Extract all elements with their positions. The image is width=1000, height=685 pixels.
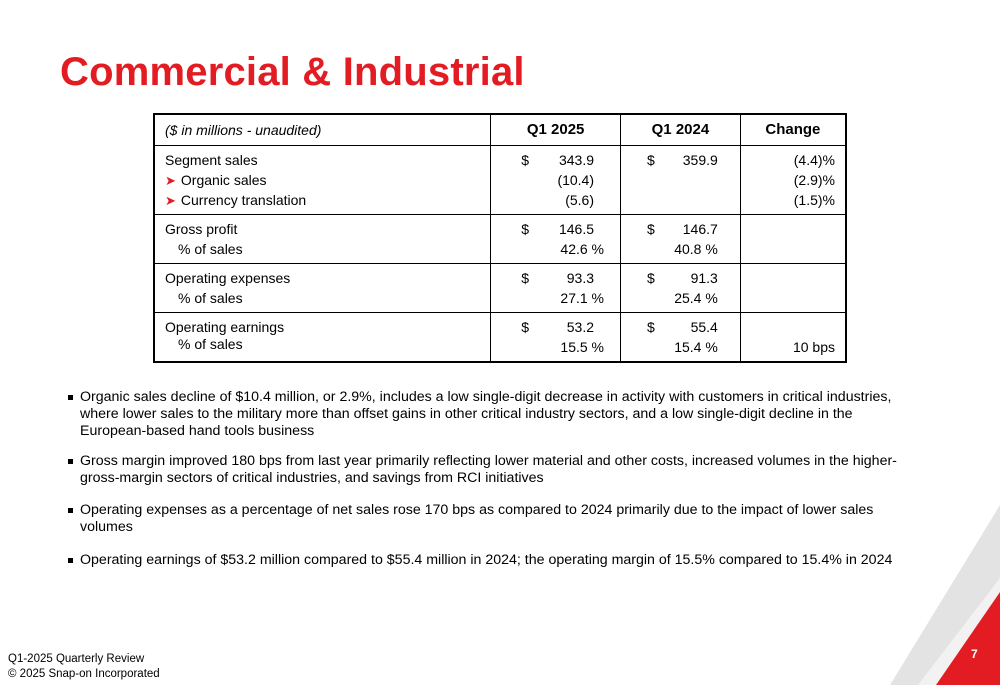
page-number: 7 bbox=[971, 647, 978, 661]
page-title: Commercial & Industrial bbox=[60, 50, 525, 94]
gross-profit-label: Gross profit bbox=[165, 220, 238, 237]
currency-symbol: $ bbox=[521, 220, 530, 237]
footer: Q1-2025 Quarterly Review © 2025 Snap-on … bbox=[8, 652, 160, 682]
corner-red-triangle bbox=[936, 592, 1000, 685]
organic-sales-q1-2025: (10.4) bbox=[557, 171, 595, 188]
segment-sales-q1-2024: 359.9 bbox=[682, 151, 718, 168]
arrowhead-icon: ➤ bbox=[165, 192, 176, 208]
gross-profit-pct-q1-2025: 42.6 % bbox=[560, 240, 605, 257]
operating-expenses-label: Operating expenses bbox=[165, 269, 291, 286]
organic-sales-change: (2.9)% bbox=[793, 171, 835, 188]
gross-profit-q1-2025: 146.5 bbox=[558, 220, 595, 237]
currency-symbol: $ bbox=[521, 318, 530, 335]
currency-symbol: $ bbox=[521, 151, 530, 168]
operating-earnings-change: 10 bps bbox=[792, 338, 835, 355]
segment-sales-q1-2025: 343.9 bbox=[558, 151, 595, 168]
square-bullet-icon bbox=[68, 558, 73, 563]
currency-translation-q1-2025: (5.6) bbox=[565, 191, 595, 208]
organic-sales-label: Organic sales bbox=[180, 171, 267, 188]
units-header: ($ in millions - unaudited) bbox=[153, 113, 492, 146]
list-item: Organic sales decline of $10.4 million, … bbox=[66, 389, 916, 440]
square-bullet-icon bbox=[68, 459, 73, 464]
q1-2025-header: Q1 2025 bbox=[490, 113, 622, 146]
operating-expenses-q1-2025: 93.3 bbox=[566, 269, 595, 286]
table-header-row: ($ in millions - unaudited) Q1 2025 Q1 2… bbox=[153, 113, 847, 146]
operating-expenses-pct-q1-2025: 27.1 % bbox=[560, 289, 605, 306]
operating-earnings-label: Operating earnings bbox=[165, 318, 285, 335]
currency-translation-label: Currency translation bbox=[180, 191, 307, 208]
gross-profit-q1-2024: 146.7 bbox=[682, 220, 718, 237]
table-row-operating-expenses: Operating expenses % of sales $93.3 27.1… bbox=[153, 262, 847, 313]
arrowhead-icon: ➤ bbox=[165, 172, 176, 188]
corner-light-stripe bbox=[918, 578, 1000, 685]
footer-copyright: © 2025 Snap-on Incorporated bbox=[8, 668, 160, 680]
operating-earnings-q1-2025: 53.2 bbox=[566, 318, 595, 335]
operating-expenses-pct-q1-2024: 25.4 % bbox=[674, 289, 718, 306]
table-row-segment-sales: Segment sales ➤ Organic sales ➤ Currency t… bbox=[153, 144, 847, 215]
table-row-operating-earnings: Operating earnings % of sales $53.2 15.5… bbox=[153, 311, 847, 362]
financial-table: ($ in millions - unaudited) Q1 2025 Q1 2… bbox=[153, 113, 847, 363]
operating-expenses-pct-label: % of sales bbox=[178, 289, 243, 306]
currency-symbol: $ bbox=[647, 269, 655, 286]
gross-profit-pct-q1-2024: 40.8 % bbox=[674, 240, 718, 257]
square-bullet-icon bbox=[68, 508, 73, 513]
operating-earnings-pct-q1-2025: 15.5 % bbox=[560, 338, 605, 355]
currency-symbol: $ bbox=[647, 318, 655, 335]
operating-earnings-pct-label: % of sales bbox=[178, 335, 243, 352]
segment-sales-label: Segment sales bbox=[165, 151, 258, 168]
square-bullet-icon bbox=[68, 395, 73, 400]
list-item: Operating earnings of $53.2 million comp… bbox=[66, 552, 892, 569]
segment-sales-change: (4.4)% bbox=[793, 151, 835, 168]
list-item: Gross margin improved 180 bps from last … bbox=[66, 453, 916, 487]
operating-expenses-q1-2024: 91.3 bbox=[690, 269, 718, 286]
currency-symbol: $ bbox=[521, 269, 530, 286]
footer-title: Q1-2025 Quarterly Review bbox=[8, 653, 145, 665]
currency-symbol: $ bbox=[647, 151, 655, 168]
table-row-gross-profit: Gross profit % of sales $146.5 42.6 % $1… bbox=[153, 213, 847, 264]
operating-earnings-pct-q1-2024: 15.4 % bbox=[674, 338, 718, 355]
currency-translation-change: (1.5)% bbox=[793, 191, 835, 208]
list-item: Operating expenses as a percentage of ne… bbox=[66, 502, 916, 536]
operating-earnings-q1-2024: 55.4 bbox=[690, 318, 718, 335]
q1-2024-header: Q1 2024 bbox=[620, 113, 741, 146]
gross-profit-pct-label: % of sales bbox=[178, 240, 243, 257]
change-header: Change bbox=[739, 113, 847, 146]
currency-symbol: $ bbox=[647, 220, 655, 237]
